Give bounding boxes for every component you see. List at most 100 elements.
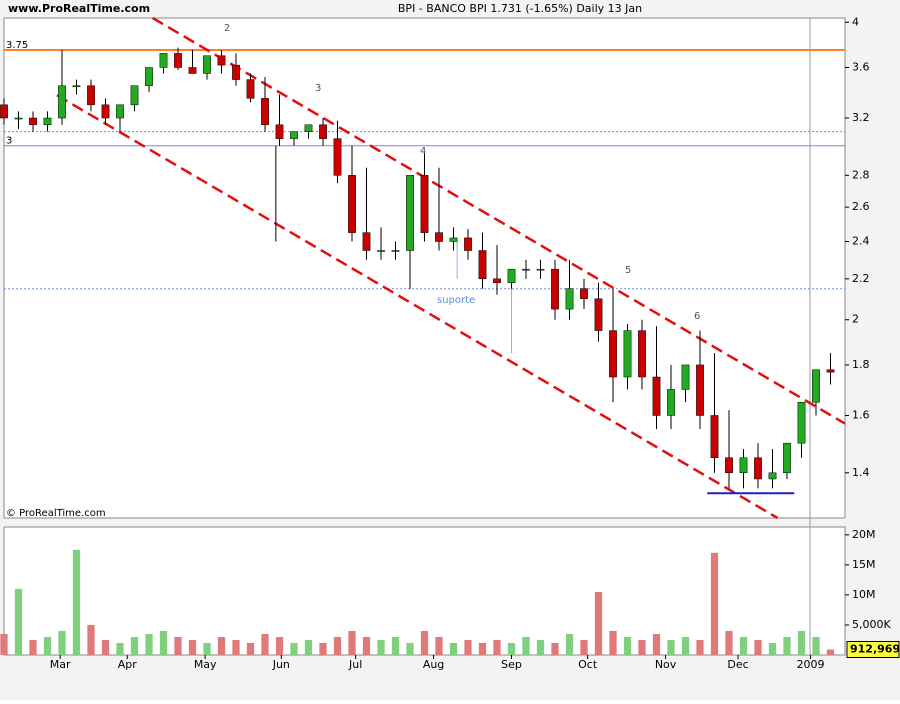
volume-bar <box>116 642 124 655</box>
candle-body <box>754 457 762 480</box>
candle-body <box>174 53 182 68</box>
candle-body <box>420 175 429 233</box>
candle-body <box>739 457 748 474</box>
volume-bar <box>14 588 23 655</box>
candle-body <box>14 117 23 120</box>
y-tick-label: 3.6 <box>852 60 870 73</box>
candle-body <box>304 124 313 132</box>
volume-bar <box>391 636 400 655</box>
y-tick-label: 2.6 <box>852 200 870 213</box>
y-tick-label: 4 <box>852 15 859 28</box>
volume-bar <box>217 636 226 655</box>
volume-bar <box>667 639 675 655</box>
volume-bar <box>232 639 240 655</box>
volume-bar <box>725 630 733 655</box>
volume-bar <box>29 639 37 655</box>
y-tick-label: 1.4 <box>852 466 870 479</box>
volume-bar <box>812 636 820 655</box>
candle-body <box>768 472 777 480</box>
volume-bar <box>565 633 574 655</box>
volume-bar <box>43 636 52 655</box>
candle-body <box>623 330 632 378</box>
candle-body <box>797 402 806 444</box>
x-tick-label: Jul <box>348 658 362 671</box>
candle-body <box>507 268 516 283</box>
x-tick-label: 2009 <box>797 658 825 671</box>
volume-bar <box>797 630 806 655</box>
volume-bar <box>174 636 182 655</box>
volume-bar <box>594 591 603 655</box>
volume-bar <box>609 630 617 655</box>
candle-body <box>72 85 81 87</box>
x-tick-label: Aug <box>423 658 444 671</box>
x-tick-label: Oct <box>578 658 598 671</box>
y-tick-label: 3.2 <box>852 111 870 124</box>
candle-body <box>594 298 603 331</box>
candle-body <box>275 124 284 139</box>
candle-body <box>551 268 559 310</box>
level-label: 3 <box>6 136 12 147</box>
trend-line <box>56 94 779 520</box>
watermark: © ProRealTime.com <box>6 508 106 519</box>
candle-body <box>667 389 675 416</box>
volume-bar <box>333 636 342 655</box>
chart-title: BPI - BANCO BPI 1.731 (-1.65%) Daily 13 … <box>398 2 642 15</box>
volume-bar <box>507 642 516 655</box>
volume-bar <box>710 552 719 655</box>
candle-body <box>145 67 153 86</box>
volume-bar <box>696 639 704 655</box>
volume-bar <box>522 636 530 655</box>
volume-bar <box>319 642 327 655</box>
volume-bar <box>420 630 429 655</box>
candle-body <box>232 64 240 80</box>
annotation: suporte <box>437 295 475 306</box>
volume-bar <box>580 639 588 655</box>
candle-body <box>464 237 472 251</box>
volume-bar <box>348 630 356 655</box>
volume-bar <box>681 636 690 655</box>
volume-bar <box>783 636 791 655</box>
y-tick-label: 1.6 <box>852 408 870 421</box>
volume-bar <box>652 633 661 655</box>
candle-body <box>87 85 95 106</box>
candle-body <box>652 376 661 416</box>
candle-body <box>130 85 139 106</box>
candle-body <box>217 55 226 66</box>
current-volume-box <box>846 641 900 659</box>
candle-body <box>710 415 719 458</box>
price-panel <box>3 17 846 519</box>
volume-bar <box>826 649 835 655</box>
candle-body <box>725 457 733 474</box>
y-tick-label: 2.4 <box>852 234 870 247</box>
annotation: 3 <box>315 83 321 94</box>
volume-bar <box>536 639 545 655</box>
volume-bar <box>261 633 269 655</box>
candle-body <box>261 98 269 126</box>
volume-bar <box>754 639 762 655</box>
candle-body <box>812 369 820 403</box>
volume-bar <box>768 642 777 655</box>
candle-body <box>478 250 487 280</box>
volume-bar <box>638 639 646 655</box>
volume-bar <box>145 633 153 655</box>
y-tick-label: 2.8 <box>852 168 870 181</box>
volume-bar <box>464 639 472 655</box>
candle-body <box>783 442 791 474</box>
y-tick-label: 2 <box>852 313 859 326</box>
volume-bar <box>493 639 501 655</box>
candle-body <box>58 85 66 119</box>
x-tick-label: Dec <box>727 658 748 671</box>
annotation: 4 <box>420 146 426 157</box>
candle-body <box>116 104 124 119</box>
candle-body <box>493 278 501 283</box>
candle-body <box>43 117 52 126</box>
candle-body <box>188 67 197 74</box>
vol-tick-label: 20M <box>852 528 876 541</box>
candle-body <box>333 138 342 176</box>
candle-body <box>522 268 530 271</box>
candle-body <box>290 131 298 139</box>
volume-bar <box>304 639 313 655</box>
volume-bar <box>0 633 8 655</box>
volume-bar <box>478 642 487 655</box>
